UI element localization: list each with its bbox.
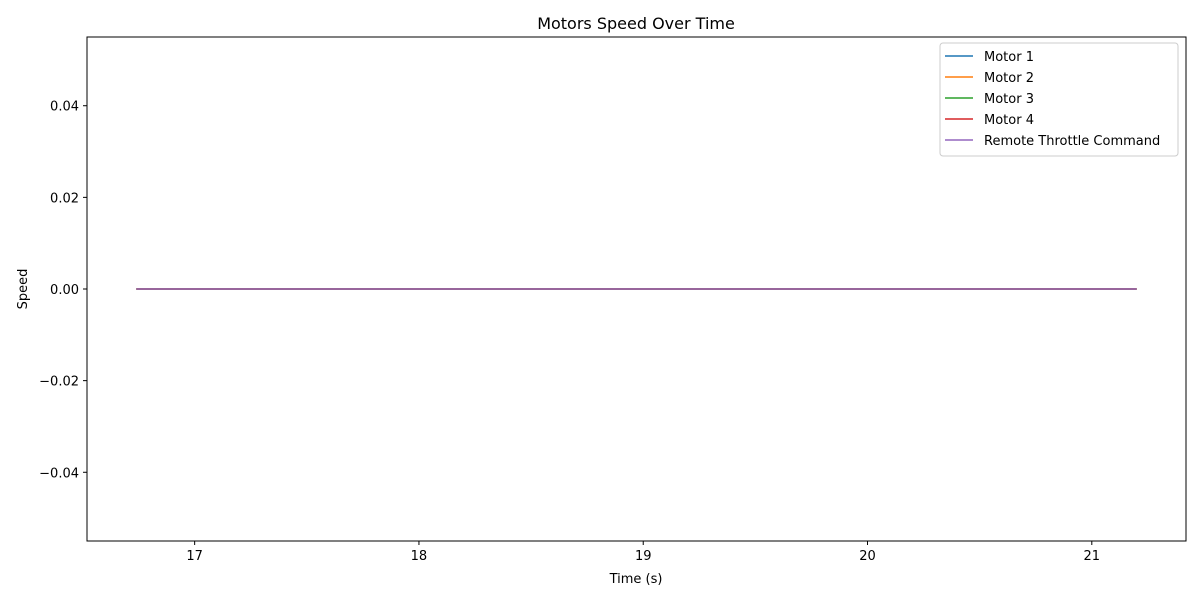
legend-box xyxy=(939,42,1179,157)
x-axis: 17 18 19 20 21 xyxy=(186,541,1100,564)
x-tick-label: 21 xyxy=(1084,549,1101,564)
chart-title: Motors Speed Over Time xyxy=(537,14,735,33)
y-axis: 0.04 0.02 0.00 −0.02 −0.04 xyxy=(39,100,87,481)
x-tick-label: 18 xyxy=(411,549,428,564)
x-tick-label: 17 xyxy=(186,549,203,564)
x-axis-label: Time (s) xyxy=(609,572,663,587)
y-tick-label: −0.02 xyxy=(39,375,79,390)
y-tick-label: 0.02 xyxy=(50,191,79,206)
legend-label: Motor 3 xyxy=(984,92,1034,107)
y-tick-label: 0.04 xyxy=(50,100,79,115)
x-tick-label: 20 xyxy=(859,549,876,564)
legend: Motor 1 Motor 2 Motor 3 Motor 4 Remote Throt… xyxy=(939,42,1179,157)
legend-label: Motor 2 xyxy=(984,71,1034,86)
x-tick-label: 19 xyxy=(635,549,652,564)
y-tick-label: 0.00 xyxy=(50,283,79,298)
y-tick-label: −0.04 xyxy=(39,466,79,481)
y-axis-label: Speed xyxy=(16,269,31,310)
legend-label: Motor 4 xyxy=(984,113,1034,128)
legend-label: Remote Throttle Command xyxy=(984,134,1160,149)
legend-label: Motor 1 xyxy=(984,50,1034,65)
